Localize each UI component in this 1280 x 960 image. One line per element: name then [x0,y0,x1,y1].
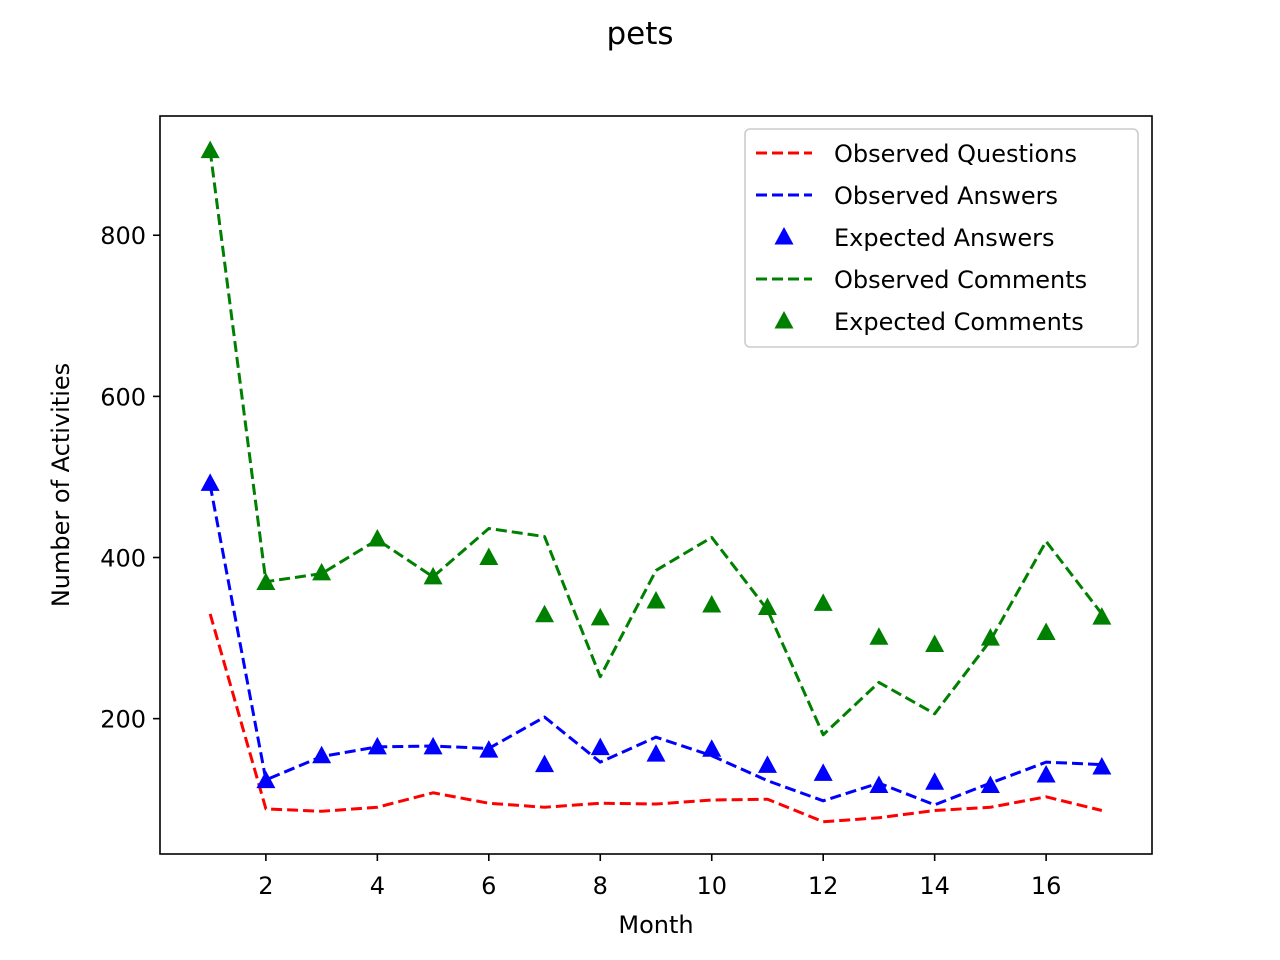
series-4 [200,140,1112,653]
data-point [423,566,443,585]
legend-entry: Observed Questions [756,140,1077,168]
x-tick-label: 16 [1031,872,1062,900]
data-point [646,744,666,762]
data-point [200,140,220,159]
data-point [312,745,332,764]
x-tick-label: 2 [258,872,273,900]
legend-swatch [774,311,794,329]
plot-frame [159,115,1153,855]
legend: Observed Questions Observed Answers Expect… [744,128,1139,348]
data-point [702,739,722,757]
data-point [256,770,276,789]
data-point [869,627,889,645]
legend-label: Expected Comments [834,308,1084,336]
x-tick-label: 12 [808,872,839,900]
data-point [367,528,387,547]
x-tick-label: 6 [481,872,496,900]
data-point [423,736,443,755]
legend-entry: Expected Comments [774,308,1084,336]
series-line [208,613,1103,824]
data-point [200,473,220,491]
data-point [1092,607,1112,625]
x-tick-label: 14 [919,872,950,900]
series-0 [208,613,1103,824]
data-point [535,604,555,623]
y-tick-label: 800 [100,222,146,250]
y-tick-label: 600 [100,383,146,411]
y-axis: 200 400 600 800 [100,222,160,734]
y-tick-label: 400 [100,545,146,573]
data-point [1036,622,1056,640]
data-point [590,607,610,626]
data-point [256,572,276,590]
legend-label: Expected Answers [834,224,1055,252]
y-tick-label: 200 [100,706,146,734]
data-point [535,754,555,773]
data-point [925,634,945,653]
series-3 [208,150,1104,737]
series-line [208,484,1102,807]
legend-entry: Observed Answers [756,182,1058,210]
legend-label: Observed Comments [834,266,1087,294]
x-tick-label: 10 [696,872,727,900]
chart-title: pets [606,16,673,52]
data-point [980,775,1000,794]
data-point [757,597,777,615]
data-point [702,595,722,613]
x-tick-label: 4 [370,872,385,900]
data-point [980,628,1000,646]
data-point [869,775,889,794]
legend-swatch [774,227,794,245]
series-2 [200,473,1112,794]
data-point [479,740,499,758]
data-point [479,547,499,566]
x-axis-label: Month [618,911,693,939]
data-point [312,562,332,581]
data-point [925,772,945,790]
data-point [813,593,833,611]
series-line [208,150,1104,737]
legend-entry: Observed Comments [756,266,1087,294]
legend-label: Observed Questions [834,140,1077,168]
data-point [590,737,610,756]
data-point [813,763,833,781]
legend-label: Observed Answers [834,182,1058,210]
legend-box [744,128,1139,348]
data-point [1092,756,1112,775]
x-axis: 2 4 6 8 10 12 14 16 [258,854,1061,900]
legend-entry: Expected Answers [774,224,1055,252]
y-axis-label: Number of Activities [47,363,75,607]
x-tick-label: 8 [593,872,608,900]
data-point [1036,765,1056,783]
marks-layer [200,140,1112,824]
data-point [757,755,777,773]
series-1 [208,484,1102,807]
data-point [367,736,387,755]
data-point [646,591,666,609]
